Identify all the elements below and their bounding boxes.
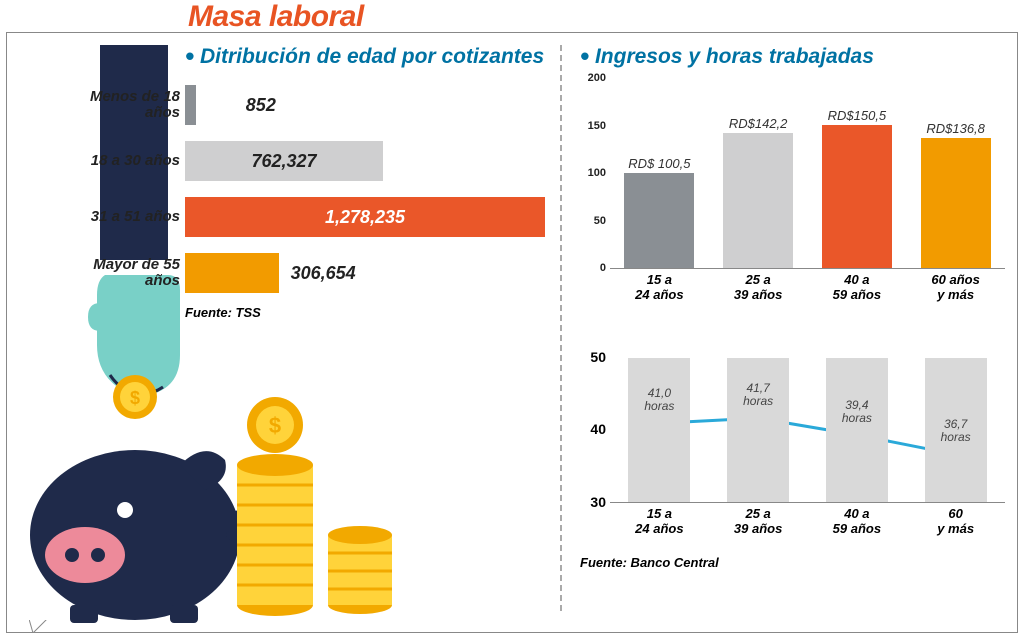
hbar-label: Mayor de 55 años: [85, 257, 180, 290]
vbar-column: RD$ 100,5: [624, 173, 694, 268]
vbar-xlabel: 60 añosy más: [921, 273, 991, 303]
vbar-value-label: RD$ 100,5: [628, 156, 690, 171]
right-source: Fuente: Banco Central: [580, 555, 1010, 570]
vbar-xlabel: 40 a59 años: [822, 273, 892, 303]
hours-yaxis: 304050: [580, 358, 608, 502]
line-bg-column: [727, 358, 789, 502]
vbar-ytick: 0: [600, 262, 606, 274]
hbar-bar: 852: [185, 85, 196, 125]
line-bg-column: [826, 358, 888, 502]
left-column: $ $: [10, 45, 550, 625]
hours-line-chart: 304050 41,0horas41,7horas39,4horas36,7ho…: [610, 358, 1005, 503]
line-xlabel: 15 a24 años: [624, 507, 694, 537]
hbar-label: 31 a 51 años: [85, 209, 180, 226]
coin-stack-small: [328, 526, 392, 614]
line-point-label: 39,4horas: [842, 399, 872, 425]
hours-xlabels: 15 a24 años 25 a39 años 40 a59 años 60y más: [610, 507, 1005, 537]
column-divider: [560, 45, 562, 611]
line-xlabel: 40 a59 años: [822, 507, 892, 537]
line-xlabel: 25 a39 años: [723, 507, 793, 537]
line-point-label: 41,0horas: [644, 387, 674, 413]
vbar-bar: [921, 138, 991, 268]
hbar-row: Menos de 18 años852: [185, 79, 545, 131]
vbar-column: RD$136,8: [921, 138, 991, 268]
coin-stack-large: $: [237, 397, 313, 616]
line-ytick: 30: [590, 494, 606, 510]
vbar-column: RD$150,5: [822, 125, 892, 268]
hbar-label: 18 a 30 años: [85, 153, 180, 170]
line-bg-column: [628, 358, 690, 502]
line-point-label: 36,7horas: [941, 418, 971, 444]
vbar-value-label: RD$142,2: [729, 116, 788, 131]
hbar-value: 306,654: [291, 263, 356, 284]
vbar-bar: [822, 125, 892, 268]
hbar-row: 31 a 51 años1,278,235: [185, 191, 545, 243]
income-xlabels: 15 a24 años 25 a39 años 40 a59 años 60 años…: [610, 273, 1005, 303]
hbar-bar: 1,278,235: [185, 197, 545, 237]
line-point-label: 41,7horas: [743, 382, 773, 408]
line-ytick: 50: [590, 349, 606, 365]
hbar-bar: 306,654: [185, 253, 279, 293]
hbar-label: Menos de 18 años: [85, 89, 180, 122]
hbar-row: 18 a 30 años762,327: [185, 135, 545, 187]
vbar-ytick: 100: [588, 167, 606, 179]
bullet-icon: •: [580, 41, 589, 71]
income-yaxis: 050100150200: [580, 79, 608, 268]
income-bar-chart: 050100150200 RD$ 100,5RD$142,2RD$150,5RD…: [610, 79, 1005, 269]
hbar-value: 1,278,235: [325, 207, 405, 228]
page-title: Masa laboral: [188, 0, 364, 34]
vbar-xlabel: 25 a39 años: [723, 273, 793, 303]
line-ytick: 40: [590, 421, 606, 437]
vbar-xlabel: 15 a24 años: [624, 273, 694, 303]
right-subhead: • Ingresos y horas trabajadas: [580, 45, 1010, 69]
hbar-value: 762,327: [251, 151, 316, 172]
svg-text:$: $: [130, 388, 140, 408]
piggy-bank-illustration: $ $: [10, 45, 430, 625]
right-column: • Ingresos y horas trabajadas 0 50 100 150 2…: [580, 45, 1010, 625]
svg-text:$: $: [269, 413, 281, 438]
right-subhead-text: Ingresos y horas trabajadas: [595, 45, 874, 68]
vbar-value-label: RD$150,5: [828, 108, 887, 123]
vbar-ytick: 200: [588, 72, 606, 84]
hbar-value: 852: [246, 95, 276, 116]
hbar-row: Mayor de 55 años306,654: [185, 247, 545, 299]
vbar-bar: [624, 173, 694, 268]
vbar-ytick: 150: [588, 120, 606, 132]
hbar-bar: 762,327: [185, 141, 383, 181]
vbar-ytick: 50: [594, 215, 606, 227]
vbar-bar: [723, 133, 793, 268]
line-xlabel: 60y más: [921, 507, 991, 537]
vbar-column: RD$142,2: [723, 133, 793, 268]
vbar-value-label: RD$136,8: [926, 121, 985, 136]
